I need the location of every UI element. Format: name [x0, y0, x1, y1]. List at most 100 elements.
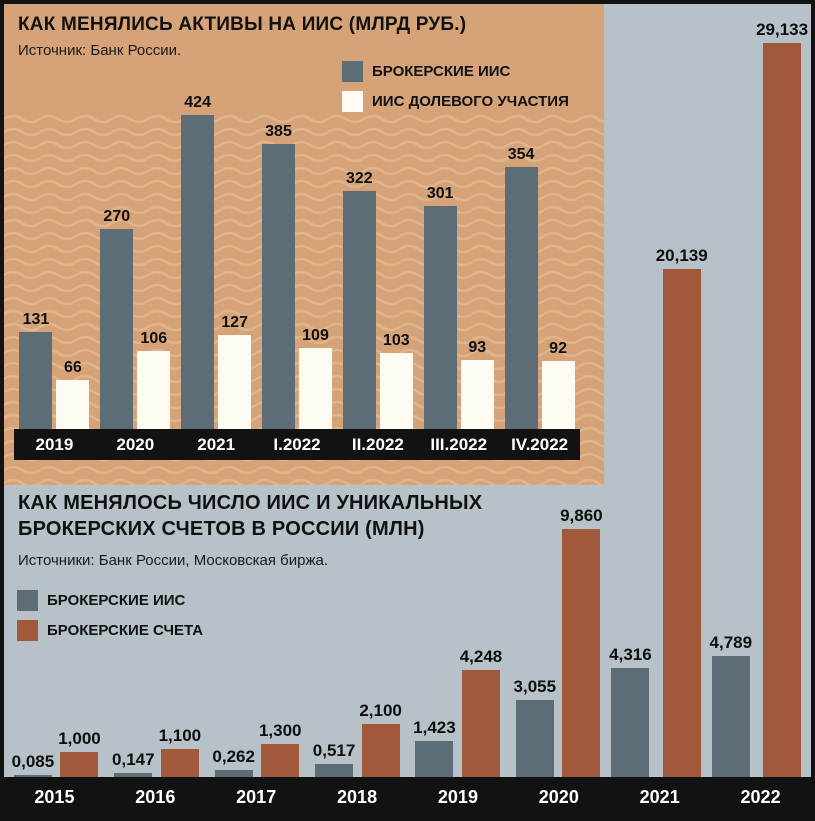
bar-column: 1,100 [158, 726, 202, 777]
bar [218, 335, 252, 429]
bar-value-label: 270 [103, 208, 131, 225]
bar [461, 670, 500, 777]
bar-value-label: 1,423 [413, 718, 456, 737]
bar [56, 380, 90, 429]
axis-label-2022: 2022 [740, 786, 781, 807]
bar-group-2022: 4,789 29,133 [709, 20, 809, 777]
bar-column: 4,316 [609, 645, 652, 777]
bar-value-label: 301 [426, 185, 454, 202]
bar-group-2020: 3,055 9,860 [508, 506, 608, 777]
bar [460, 360, 494, 429]
axis-label-III.2022: III.2022 [430, 434, 488, 454]
bar-column: 127 [218, 314, 252, 429]
bar-column: 131 [19, 311, 53, 429]
bar-column: 4,248 [459, 647, 503, 777]
legend-label: БРОКЕРСКИЕ ИИС [372, 63, 511, 80]
bar-group-2015: 0,085 1,000 [6, 729, 106, 777]
bar-group-III.2022: 301 93 [418, 185, 499, 429]
bar [160, 749, 199, 777]
axis-label-2019: 2019 [437, 786, 478, 807]
bar [541, 361, 575, 429]
chart2-title-line1: КАК МЕНЯЛОСЬ ЧИСЛО ИИС И УНИКАЛЬНЫХ [18, 492, 483, 514]
bar-column: 322 [342, 170, 376, 429]
bar-column: 106 [137, 330, 171, 429]
chart1-source: Источник: Банк России. [18, 42, 182, 59]
bar-value-label: 354 [507, 146, 535, 163]
legend-label: ИИС ДОЛЕВОГО УЧАСТИЯ [372, 93, 569, 110]
bar-value-label: 4,789 [709, 633, 753, 652]
bar-value-label: 2,100 [359, 701, 402, 720]
bar [711, 656, 750, 777]
legend-swatch-white [342, 91, 363, 112]
axis-label-2021: 2021 [197, 434, 236, 454]
bar-column: 354 [504, 146, 538, 429]
bar-column: 66 [56, 359, 90, 429]
bar [342, 191, 376, 429]
bar-column: 0,085 [12, 752, 54, 777]
bar [114, 773, 153, 777]
chart2-x-axis: 2015 2016 2017 2018 2019 2020 2021 2022 [4, 777, 811, 817]
legend-item-broker-iis: БРОКЕРСКИЕ ИИС [342, 61, 569, 82]
bar-column: 20,139 [656, 246, 708, 777]
bar-group-2017: 0,262 1,300 [207, 721, 307, 777]
bar-value-label: 92 [549, 340, 567, 357]
bar [423, 206, 457, 429]
bar-value-label: 1,100 [158, 726, 202, 745]
bar-value-label: 0,147 [112, 750, 155, 769]
bar-column: 109 [299, 327, 332, 429]
bar [562, 529, 601, 777]
bar-group-2020: 270 106 [95, 208, 176, 429]
bar-group-2018: 0,517 2,100 [307, 701, 407, 777]
bar-group-2019: 1,423 4,248 [408, 647, 508, 777]
chart1-bars: 131 66 270 106 424 127 385 109 322 103 301 93 354 92 [14, 69, 580, 429]
axis-label-IV.2022: IV.2022 [511, 434, 569, 454]
axis-label-2019: 2019 [35, 434, 74, 454]
bar-column: 2,100 [359, 701, 402, 777]
chart2-title: КАК МЕНЯЛОСЬ ЧИСЛО ИИС И УНИКАЛЬНЫХ БРОК… [18, 490, 482, 542]
bar-group-2016: 0,147 1,100 [106, 726, 206, 777]
bar-value-label: 1,000 [58, 729, 101, 748]
bar [214, 770, 253, 777]
legend-swatch-gray [342, 61, 363, 82]
legend-swatch-gray [17, 590, 38, 611]
bar-value-label: 3,055 [513, 677, 557, 696]
bar-value-label: 4,316 [609, 645, 652, 664]
axis-label-2016: 2016 [135, 786, 176, 807]
legend-label: БРОКЕРСКИЕ ИИС [47, 592, 186, 609]
axis-label-II.2022: II.2022 [351, 434, 404, 454]
chart1-x-axis: 2019 2020 2021 I.2022 II.2022 III.2022 IV.2022 [14, 429, 580, 460]
bar-column: 3,055 [513, 677, 557, 777]
axis-label-2020: 2020 [116, 434, 155, 454]
bar-column: 93 [460, 339, 494, 429]
bar [299, 348, 332, 429]
bar-column: 270 [100, 208, 134, 429]
chart1-legend: БРОКЕРСКИЕ ИИС ИИС ДОЛЕВОГО УЧАСТИЯ [342, 61, 569, 112]
bar-value-label: 385 [265, 123, 292, 140]
bar-value-label: 322 [346, 170, 373, 187]
bar-value-label: 4,248 [459, 647, 503, 666]
axis-label-2018: 2018 [337, 786, 378, 807]
bar [181, 115, 215, 429]
bar [763, 43, 802, 777]
bar-group-2019: 131 66 [14, 311, 95, 429]
bar [361, 724, 400, 777]
bar-group-2021: 4,316 20,139 [608, 246, 708, 777]
axis-label-2015: 2015 [34, 786, 75, 807]
bar [262, 144, 295, 429]
bar-value-label: 0,262 [212, 747, 255, 766]
bar-column: 1,000 [58, 729, 101, 777]
bar [137, 351, 171, 429]
bar [315, 764, 354, 777]
bar-value-label: 131 [22, 311, 50, 328]
bar [13, 775, 52, 777]
axis-label-2021: 2021 [639, 786, 680, 807]
axis-label-2017: 2017 [236, 786, 277, 807]
bar-value-label: 1,300 [258, 721, 302, 740]
chart1-panel: КАК МЕНЯЛИСЬ АКТИВЫ НА ИИС (МЛРД РУБ.) И… [4, 4, 604, 485]
bar [19, 332, 53, 429]
bar-column: 1,423 [413, 718, 456, 777]
bar [611, 668, 650, 777]
axis-label-2020: 2020 [538, 786, 579, 807]
chart1-title: КАК МЕНЯЛИСЬ АКТИВЫ НА ИИС (МЛРД РУБ.) [18, 14, 467, 35]
